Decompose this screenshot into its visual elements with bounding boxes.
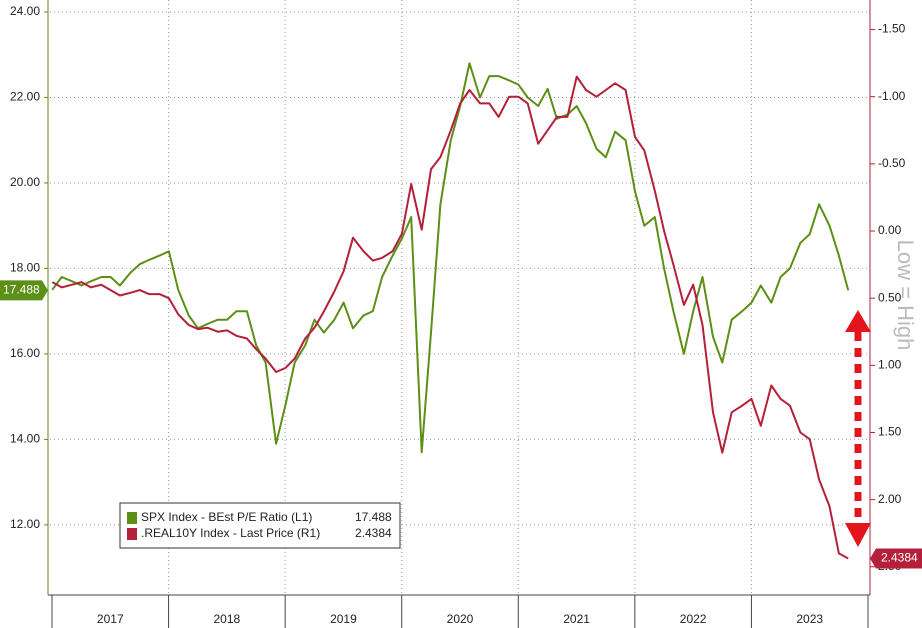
y-tick-label: 20.00 <box>10 175 40 189</box>
value-tag-label: 2.4384 <box>881 551 918 565</box>
y2-tick-label: -0.50 <box>878 156 906 170</box>
annotation: Low = High <box>893 240 918 351</box>
legend-swatch <box>127 512 137 524</box>
x-tick-label: 2021 <box>563 612 590 626</box>
x-tick-label: 2023 <box>796 612 823 626</box>
y2-tick-label: -1.50 <box>878 22 906 36</box>
legend-value: 17.488 <box>355 510 392 524</box>
y-tick-label: 16.00 <box>10 346 40 360</box>
legend-value: 2.4384 <box>355 526 392 540</box>
y2-tick-label: 2.00 <box>878 492 902 506</box>
y2-tick-label: 1.50 <box>878 425 902 439</box>
y2-tick-label: 1.00 <box>878 357 902 371</box>
value-tag <box>870 548 922 569</box>
y-tick-label: 14.00 <box>10 432 40 446</box>
arrow <box>845 310 871 547</box>
legend-swatch <box>127 528 137 540</box>
series-line <box>51 75 849 560</box>
y-tick-label: 18.00 <box>10 261 40 275</box>
x-tick-label: 2020 <box>447 612 474 626</box>
y2-tick-label: 0.00 <box>878 223 902 237</box>
y-tick-label: 22.00 <box>10 90 40 104</box>
x-tick-label: 2022 <box>680 612 707 626</box>
y2-tick-label: 0.50 <box>878 290 902 304</box>
x-tick-label: 2017 <box>97 612 124 626</box>
y2-tick-label: -1.00 <box>878 89 906 103</box>
value-tag-label: 17.488 <box>3 282 40 296</box>
legend-label: SPX Index - BEst P/E Ratio (L1) <box>141 510 312 524</box>
value-tag <box>0 280 48 301</box>
arrow-head <box>845 523 871 547</box>
y-tick-label: 12.00 <box>10 517 40 531</box>
arrow-head <box>845 310 871 332</box>
y-tick-label: 24.00 <box>10 4 40 18</box>
legend-box <box>119 502 401 549</box>
series-line <box>51 62 850 454</box>
legend-label: .REAL10Y Index - Last Price (R1) <box>141 526 320 540</box>
x-tick-label: 2018 <box>214 612 241 626</box>
x-tick-label: 2019 <box>330 612 357 626</box>
